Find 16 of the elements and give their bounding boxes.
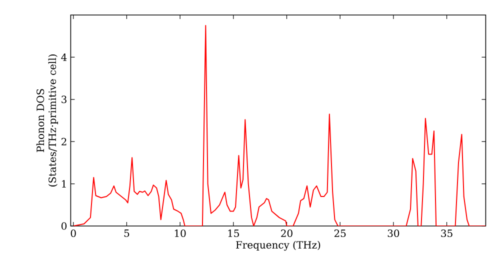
line-series	[72, 25, 486, 226]
y-tick-label: 3	[62, 96, 66, 104]
x-tick-label: 10	[174, 230, 186, 238]
y-tick-label: 2	[62, 138, 66, 146]
x-tick-label: 25	[334, 230, 346, 238]
y-tick-label: 0	[62, 222, 67, 230]
x-tick-label: 5	[124, 230, 130, 237]
x-tick-label: 35	[441, 230, 452, 238]
x-tick-label: 30	[388, 230, 400, 238]
x-tick-label: 15	[228, 230, 239, 238]
y-axis-title: Phonon DOS (States/THz·primitive cell)	[36, 54, 58, 186]
x-axis-title: Frequency (THz)	[236, 240, 320, 251]
y-tick-label: 4	[61, 53, 67, 61]
x-tick-label: 20	[281, 230, 292, 238]
x-tick-label: 0	[70, 230, 76, 238]
y-tick-label: 1	[62, 180, 66, 188]
